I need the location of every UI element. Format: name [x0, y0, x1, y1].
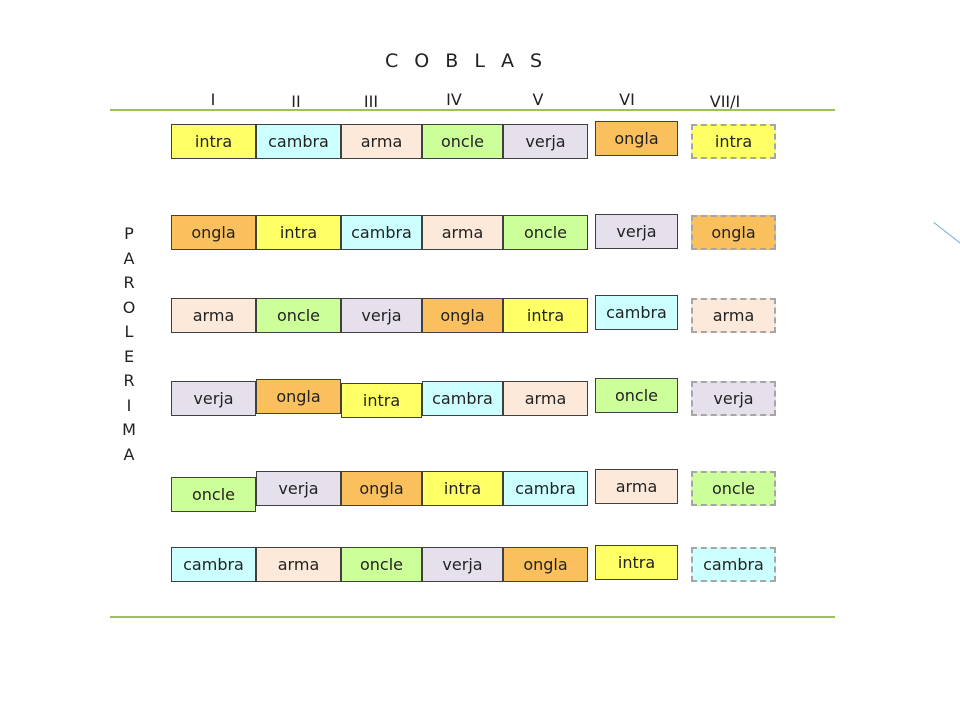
- vertical-label: P A R O L E R I M A: [118, 222, 140, 467]
- bottom-rule: [110, 616, 835, 618]
- rhyme-word-cell: intra: [171, 124, 256, 159]
- vertical-letter: O: [122, 297, 136, 317]
- column-header-7: VII/I: [709, 92, 741, 111]
- vertical-letter: A: [123, 248, 135, 268]
- vertical-letter: P: [124, 224, 134, 243]
- rhyme-word-cell: verja: [595, 214, 678, 249]
- vertical-letter: R: [123, 273, 135, 292]
- column-header-4: IV: [446, 90, 462, 109]
- rhyme-word-cell: arma: [422, 215, 503, 250]
- rhyme-word-cell: ongla: [171, 215, 256, 250]
- vertical-letter: L: [124, 322, 134, 341]
- rhyme-word-cell: cambra: [341, 215, 422, 250]
- rhyme-word-cell: oncle: [691, 471, 776, 506]
- rhyme-word-cell: ongla: [503, 547, 588, 582]
- vertical-letter: A: [123, 444, 135, 464]
- rhyme-word-cell: arma: [503, 381, 588, 416]
- rhyme-word-cell: cambra: [691, 547, 776, 582]
- rhyme-word-cell: intra: [595, 545, 678, 580]
- column-header-5: V: [532, 90, 544, 109]
- rhyme-word-cell: verja: [422, 547, 503, 582]
- rhyme-word-cell: cambra: [256, 124, 341, 159]
- rhyme-word-cell: intra: [341, 383, 422, 418]
- rhyme-word-cell: ongla: [422, 298, 503, 333]
- column-header-3: III: [363, 92, 379, 111]
- rhyme-word-cell: cambra: [171, 547, 256, 582]
- rhyme-word-cell: intra: [503, 298, 588, 333]
- rhyme-word-cell: verja: [171, 381, 256, 416]
- rhyme-word-cell: oncle: [595, 378, 678, 413]
- rhyme-word-cell: verja: [691, 381, 776, 416]
- rhyme-word-cell: oncle: [422, 124, 503, 159]
- rhyme-word-cell: verja: [503, 124, 588, 159]
- rhyme-word-cell: oncle: [171, 477, 256, 512]
- column-header-6: VI: [619, 90, 635, 109]
- rhyme-word-cell: ongla: [595, 121, 678, 156]
- column-header-1: I: [210, 90, 216, 109]
- rhyme-word-cell: arma: [171, 298, 256, 333]
- rhyme-word-cell: arma: [691, 298, 776, 333]
- rhyme-word-cell: oncle: [503, 215, 588, 250]
- rhyme-word-cell: intra: [422, 471, 503, 506]
- diagram-title: C O B L A S: [384, 50, 548, 72]
- column-header-2: II: [291, 92, 301, 111]
- rhyme-word-cell: cambra: [422, 381, 503, 416]
- rhyme-word-cell: oncle: [256, 298, 341, 333]
- vertical-letter: M: [122, 420, 136, 439]
- rhyme-word-cell: verja: [341, 298, 422, 333]
- rhyme-word-cell: ongla: [341, 471, 422, 506]
- rhyme-word-cell: intra: [691, 124, 776, 159]
- vertical-letter: R: [123, 371, 135, 390]
- rhyme-word-cell: oncle: [341, 547, 422, 582]
- vertical-letter: E: [123, 346, 135, 366]
- rhyme-word-cell: arma: [341, 124, 422, 159]
- rhyme-word-cell: intra: [256, 215, 341, 250]
- vertical-letter: I: [126, 395, 132, 415]
- top-rule: [110, 109, 835, 111]
- rhyme-word-cell: verja: [256, 471, 341, 506]
- rhyme-word-cell: ongla: [256, 379, 341, 414]
- rhyme-word-cell: ongla: [691, 215, 776, 250]
- decorative-line: [933, 222, 960, 247]
- rhyme-word-cell: arma: [256, 547, 341, 582]
- rhyme-word-cell: cambra: [503, 471, 588, 506]
- rhyme-word-cell: arma: [595, 469, 678, 504]
- rhyme-word-cell: cambra: [595, 295, 678, 330]
